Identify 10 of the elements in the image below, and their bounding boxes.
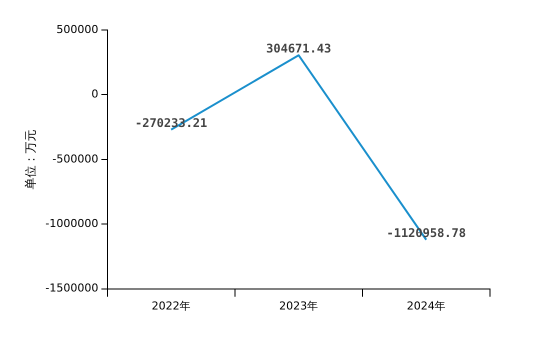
y-tick-label: -500000 [52,152,98,166]
x-tick-label: 2024年 [406,299,446,312]
y-tick-label: 0 [91,88,98,101]
x-tick-label: 2023年 [279,299,318,312]
y-tick-label: 500000 [56,22,98,36]
y-axis-title: 单位：万元 [23,129,38,190]
y-tick-label: -1500000 [45,282,98,295]
x-tick-label: 2022年 [152,299,191,312]
y-tick-label: -1000000 [45,216,98,230]
data-label: 304671.43 [266,41,332,56]
